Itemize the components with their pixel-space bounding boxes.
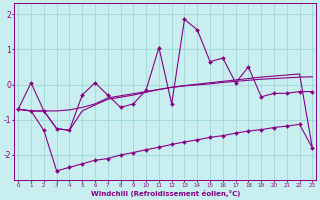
X-axis label: Windchill (Refroidissement éolien,°C): Windchill (Refroidissement éolien,°C) [91, 190, 240, 197]
